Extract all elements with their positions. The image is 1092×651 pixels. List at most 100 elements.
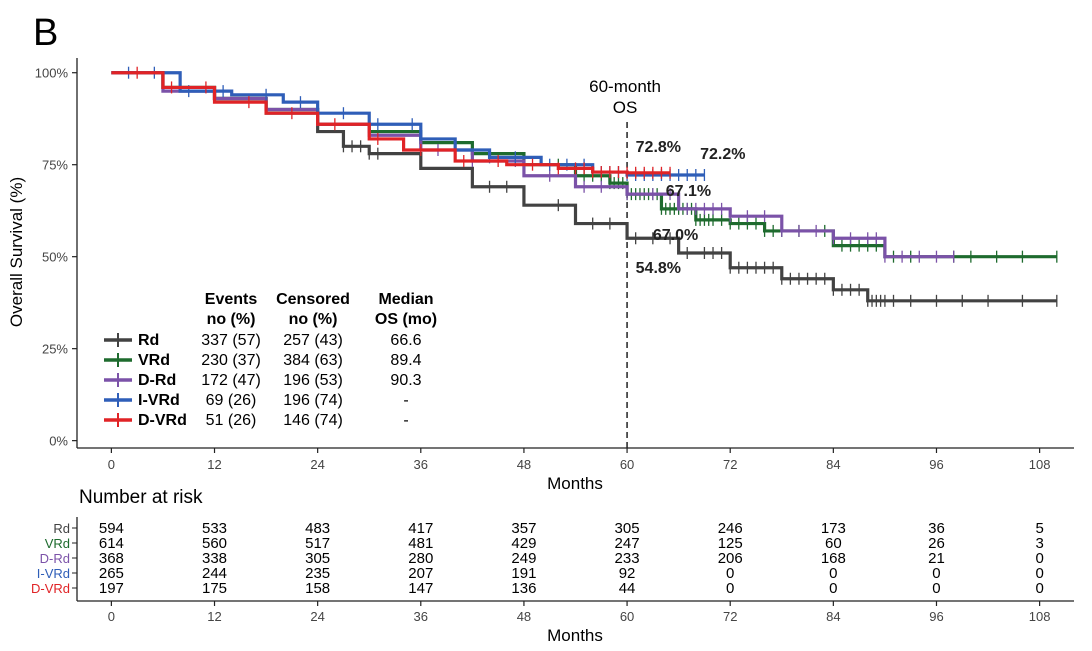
risk-value: 147 (408, 580, 433, 597)
legend-label: I-VRd (138, 392, 180, 409)
legend-row: D-VRd 51 (26) 146 (74) - (104, 412, 409, 429)
legend-header-median-sub: OS (mo) (375, 311, 437, 328)
legend-censored: 146 (74) (283, 412, 343, 429)
plot-area: 60-month OS 72.8% 72.2% 67.1% 67.0% 54.8% 0% 2… (7, 58, 1074, 493)
legend-censored: 196 (53) (283, 372, 343, 389)
risk-x-tick-label: 84 (826, 609, 840, 624)
annotation-label: 54.8% (636, 260, 681, 277)
risk-row-label: VRd (45, 536, 70, 551)
risk-value: 207 (408, 565, 433, 582)
legend-header-censored-sub: no (%) (289, 311, 338, 328)
risk-value: 0 (1035, 580, 1043, 597)
risk-table-title: Number at risk (79, 487, 203, 508)
risk-value: 36 (928, 520, 945, 537)
risk-value: 5 (1035, 520, 1043, 537)
risk-value: 614 (99, 535, 124, 552)
x-tick-label: 24 (310, 457, 324, 472)
legend-events: 172 (47) (201, 372, 261, 389)
y-tick-label: 75% (42, 158, 68, 173)
risk-x-tick-label: 48 (517, 609, 531, 624)
legend-label: VRd (138, 352, 170, 369)
risk-value: 246 (718, 520, 743, 537)
y-tick-label: 25% (42, 342, 68, 357)
risk-value: 305 (615, 520, 640, 537)
series-line (111, 71, 705, 177)
legend-header-median: Median (378, 291, 433, 308)
risk-value: 44 (619, 580, 636, 597)
risk-row-label: I-VRd (37, 566, 70, 581)
risk-value: 560 (202, 535, 227, 552)
risk-value: 173 (821, 520, 846, 537)
risk-value: 368 (99, 550, 124, 567)
risk-value: 429 (511, 535, 536, 552)
y-tick-label: 100% (35, 66, 69, 81)
risk-value: 158 (305, 580, 330, 597)
risk-row-d-rd: D-Rd 368 338 305 280 249 233 206 168 21 0 (40, 550, 1044, 567)
legend-censored: 384 (63) (283, 352, 343, 369)
risk-value: 136 (511, 580, 536, 597)
risk-value: 483 (305, 520, 330, 537)
risk-value: 191 (511, 565, 536, 582)
risk-value: 594 (99, 520, 124, 537)
legend-header-events-sub: no (%) (207, 311, 256, 328)
legend: Events no (%) Censored no (%) Median OS … (104, 291, 437, 429)
risk-value: 247 (615, 535, 640, 552)
risk-value: 233 (615, 550, 640, 567)
risk-x-tick-label: 36 (414, 609, 428, 624)
legend-censored: 257 (43) (283, 332, 343, 349)
risk-x-tick-label: 12 (207, 609, 221, 624)
annotation-label: 67.1% (666, 183, 711, 200)
risk-value: 235 (305, 565, 330, 582)
legend-median: 89.4 (390, 352, 421, 369)
risk-value: 0 (829, 565, 837, 582)
reference-label-sub: OS (613, 98, 638, 117)
risk-value: 533 (202, 520, 227, 537)
legend-median: 66.6 (390, 332, 421, 349)
legend-events: 51 (26) (206, 412, 257, 429)
risk-value: 265 (99, 565, 124, 582)
risk-x-tick-label: 72 (723, 609, 737, 624)
x-tick-label: 84 (826, 457, 840, 472)
risk-value: 197 (99, 580, 124, 597)
risk-x-tick-label: 0 (108, 609, 115, 624)
risk-value: 481 (408, 535, 433, 552)
annotation-label: 72.8% (636, 139, 681, 156)
risk-value: 517 (305, 535, 330, 552)
x-tick-label: 12 (207, 457, 221, 472)
annotation-label: 72.2% (700, 146, 745, 163)
x-tick-label: 48 (517, 457, 531, 472)
risk-row-vrd: VRd 614 560 517 481 429 247 125 60 26 3 (45, 535, 1044, 552)
x-tick-label: 0 (108, 457, 115, 472)
risk-x-axis-label: Months (547, 626, 603, 645)
legend-header-events: Events (205, 291, 258, 308)
risk-value: 417 (408, 520, 433, 537)
risk-value: 0 (1035, 550, 1043, 567)
y-tick-label: 50% (42, 250, 68, 265)
panel-label: B (33, 12, 58, 54)
legend-label: D-VRd (138, 412, 187, 429)
risk-row-label: D-Rd (40, 551, 70, 566)
risk-table: Number at risk Rd 594 533 483 417 357 305 246 17… (31, 487, 1074, 645)
y-axis-label: Overall Survival (%) (7, 177, 26, 327)
risk-value: 0 (1035, 565, 1043, 582)
risk-row-d-vrd: D-VRd 197 175 158 147 136 44 0 0 0 0 (31, 580, 1044, 597)
risk-value: 21 (928, 550, 945, 567)
x-tick-label: 60 (620, 457, 634, 472)
axes-group: 0% 25% 50% 75% 100% 0 12 24 36 48 60 72 84 96 108 (35, 58, 1074, 472)
legend-events: 337 (57) (201, 332, 261, 349)
risk-x-tick-label: 60 (620, 609, 634, 624)
legend-rows: Rd 337 (57) 257 (43) 66.6 VRd 230 (37) 384 (63… (104, 332, 422, 429)
risk-value: 357 (511, 520, 536, 537)
risk-row-rd: Rd 594 533 483 417 357 305 246 173 36 5 (53, 520, 1043, 537)
risk-value: 92 (619, 565, 636, 582)
annotation-label: 67.0% (653, 227, 698, 244)
legend-events: 69 (26) (206, 392, 257, 409)
risk-value: 175 (202, 580, 227, 597)
legend-events: 230 (37) (201, 352, 261, 369)
legend-median: - (403, 392, 408, 409)
legend-median: 90.3 (390, 372, 421, 389)
x-tick-label: 96 (929, 457, 943, 472)
legend-row: I-VRd 69 (26) 196 (74) - (104, 392, 409, 409)
risk-x-tick-label: 24 (310, 609, 324, 624)
risk-value: 168 (821, 550, 846, 567)
